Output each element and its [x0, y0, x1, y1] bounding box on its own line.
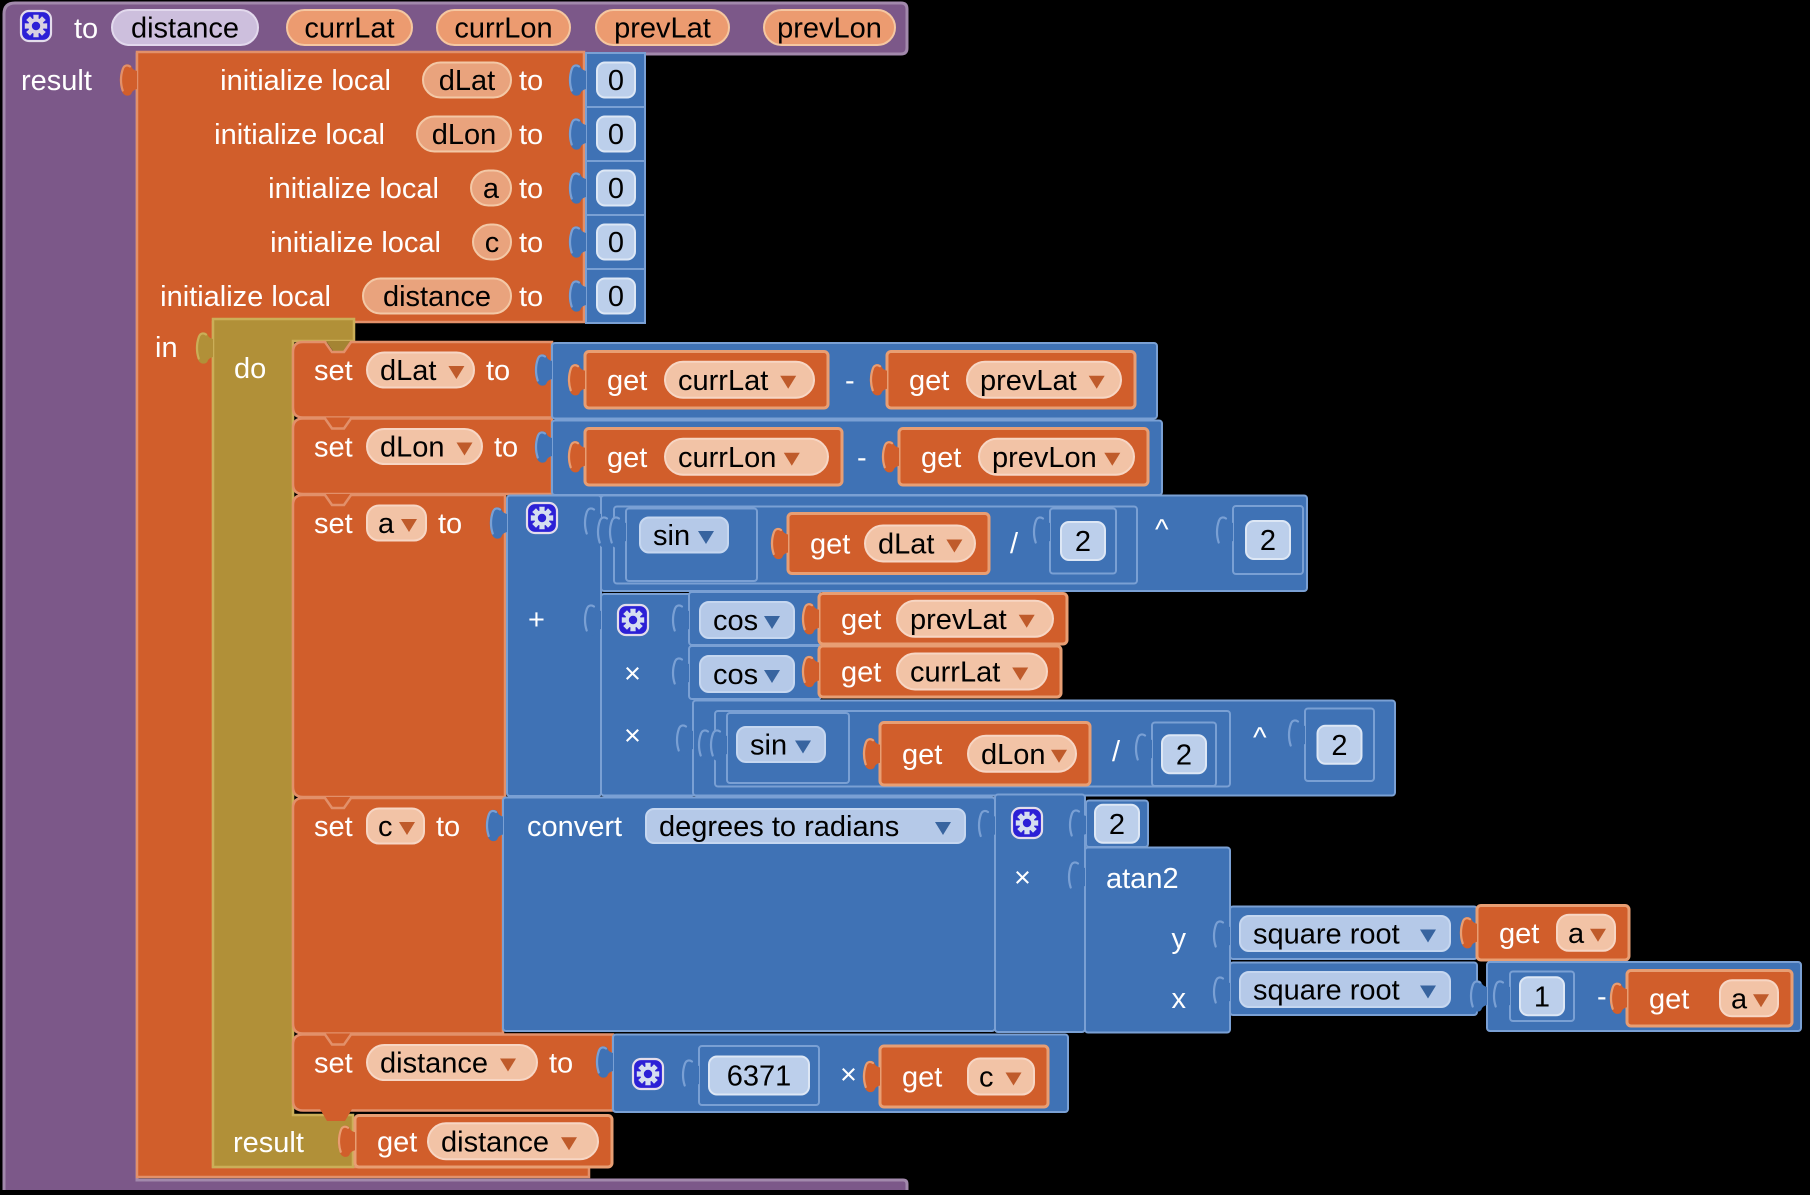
svg-text:dLat: dLat — [878, 529, 934, 561]
svg-text:^: ^ — [1253, 722, 1267, 754]
svg-text:initialize local: initialize local — [160, 281, 331, 313]
svg-text:a: a — [378, 508, 395, 540]
svg-text:dLat: dLat — [380, 355, 436, 387]
svg-text:get: get — [902, 1062, 942, 1094]
svg-text:get: get — [810, 529, 850, 561]
svg-text:0: 0 — [608, 281, 624, 313]
svg-text:currLon: currLon — [678, 442, 776, 474]
svg-text:y: y — [1172, 923, 1187, 955]
svg-text:get: get — [909, 365, 949, 397]
svg-text:2: 2 — [1075, 526, 1091, 558]
svg-text:c: c — [485, 227, 500, 259]
svg-text:degrees to radians: degrees to radians — [659, 811, 899, 843]
svg-text:to: to — [436, 811, 460, 843]
svg-text:dLon: dLon — [380, 432, 445, 464]
svg-text:get: get — [607, 365, 647, 397]
svg-text:get: get — [921, 442, 961, 474]
svg-text:/: / — [1010, 528, 1019, 560]
svg-text:get: get — [841, 657, 881, 689]
svg-text:×: × — [840, 1059, 857, 1091]
svg-text:to: to — [486, 355, 510, 387]
svg-text:c: c — [378, 811, 393, 843]
svg-text:prevLon: prevLon — [777, 13, 882, 45]
svg-text:convert: convert — [527, 811, 622, 843]
svg-text:set: set — [314, 355, 353, 387]
svg-text:currLon: currLon — [454, 13, 552, 45]
svg-text:0: 0 — [608, 173, 624, 205]
svg-text:/: / — [1112, 736, 1121, 768]
svg-text:currLat: currLat — [678, 365, 768, 397]
svg-text:prevLon: prevLon — [992, 442, 1097, 474]
svg-text:-: - — [1597, 981, 1607, 1013]
svg-text:×: × — [624, 720, 641, 752]
svg-text:result: result — [233, 1127, 304, 1159]
svg-text:do: do — [234, 353, 266, 385]
svg-text:x: x — [1172, 983, 1187, 1015]
svg-text:0: 0 — [608, 65, 624, 97]
svg-text:square root: square root — [1253, 975, 1400, 1007]
svg-text:a: a — [483, 173, 500, 205]
svg-text:sin: sin — [653, 520, 690, 552]
svg-text:get: get — [841, 604, 881, 636]
svg-text:+: + — [528, 604, 545, 636]
svg-text:0: 0 — [608, 227, 624, 259]
svg-text:sin: sin — [750, 730, 787, 762]
svg-text:to: to — [519, 281, 543, 313]
svg-text:to: to — [519, 227, 543, 259]
svg-text:set: set — [314, 432, 353, 464]
svg-text:6371: 6371 — [727, 1061, 792, 1093]
svg-text:cos: cos — [713, 659, 758, 691]
svg-text:square root: square root — [1253, 919, 1400, 951]
svg-text:atan2: atan2 — [1106, 863, 1179, 895]
svg-text:×: × — [1014, 862, 1031, 894]
svg-text:dLon: dLon — [432, 119, 497, 151]
svg-text:initialize local: initialize local — [270, 227, 441, 259]
svg-text:dLon: dLon — [981, 739, 1046, 771]
svg-text:2: 2 — [1176, 739, 1192, 771]
svg-text:-: - — [857, 442, 867, 474]
svg-text:2: 2 — [1260, 525, 1276, 557]
svg-text:prevLat: prevLat — [910, 604, 1007, 636]
svg-text:cos: cos — [713, 605, 758, 637]
svg-text:^: ^ — [1155, 514, 1169, 546]
svg-text:prevLat: prevLat — [614, 13, 711, 45]
svg-text:initialize local: initialize local — [268, 173, 439, 205]
svg-text:to: to — [519, 173, 543, 205]
svg-text:initialize local: initialize local — [214, 119, 385, 151]
svg-text:initialize local: initialize local — [220, 65, 391, 97]
svg-text:get: get — [377, 1126, 417, 1158]
svg-text:a: a — [1731, 983, 1748, 1015]
svg-text:set: set — [314, 811, 353, 843]
svg-text:get: get — [1649, 983, 1689, 1015]
svg-text:prevLat: prevLat — [980, 365, 1077, 397]
svg-text:distance: distance — [380, 1048, 488, 1080]
svg-text:to: to — [438, 508, 462, 540]
svg-text:2: 2 — [1109, 809, 1125, 841]
svg-text:2: 2 — [1331, 730, 1347, 762]
svg-text:dLat: dLat — [439, 65, 495, 97]
svg-text:to: to — [494, 432, 518, 464]
svg-text:set: set — [314, 508, 353, 540]
svg-text:-: - — [845, 365, 855, 397]
svg-text:set: set — [314, 1048, 353, 1080]
svg-text:1: 1 — [1534, 981, 1550, 1013]
svg-text:result: result — [21, 65, 92, 97]
svg-text:get: get — [902, 739, 942, 771]
svg-text:distance: distance — [383, 281, 491, 313]
svg-text:get: get — [1499, 918, 1539, 950]
svg-text:distance: distance — [441, 1126, 549, 1158]
svg-text:to: to — [519, 119, 543, 151]
svg-text:0: 0 — [608, 119, 624, 151]
svg-text:to: to — [74, 13, 98, 45]
svg-text:×: × — [624, 658, 641, 690]
svg-text:to: to — [549, 1048, 573, 1080]
svg-text:to: to — [519, 65, 543, 97]
svg-text:c: c — [979, 1062, 994, 1094]
svg-text:currLat: currLat — [304, 13, 394, 45]
svg-text:a: a — [1568, 918, 1585, 950]
svg-text:get: get — [607, 442, 647, 474]
svg-text:distance: distance — [131, 13, 239, 45]
svg-text:in: in — [155, 332, 178, 364]
svg-text:currLat: currLat — [910, 657, 1000, 689]
